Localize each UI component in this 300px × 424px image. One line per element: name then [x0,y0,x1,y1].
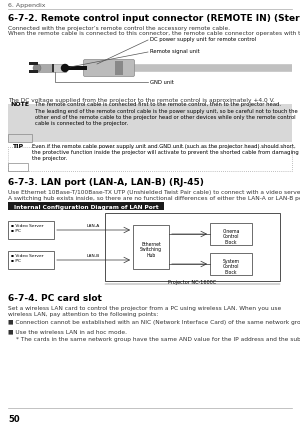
Text: ▪ Video Server
▪ PC: ▪ Video Server ▪ PC [11,254,44,262]
Text: The remote control cable is connected first to the remote control, then to the p: The remote control cable is connected fi… [35,102,281,107]
Bar [8,163,28,171]
Bar [115,61,123,75]
Bar [8,251,54,269]
Bar [29,62,38,65]
Text: ▪ Video Server
▪ PC: ▪ Video Server ▪ PC [11,224,44,233]
Text: Ethernet
Switching
Hub: Ethernet Switching Hub [140,242,162,258]
Bar [105,213,280,281]
Circle shape [33,64,41,72]
Bar [210,253,252,275]
Text: DC power supply unit for remote control: DC power supply unit for remote control [150,37,256,42]
Bar [53,64,66,72]
Bar [133,225,169,269]
Text: 6-7-4. PC card slot: 6-7-4. PC card slot [8,294,102,303]
Text: 6-7-3. LAN port (LAN-A, LAN-B) (RJ-45): 6-7-3. LAN port (LAN-A, LAN-B) (RJ-45) [8,178,204,187]
Text: 6-7-2. Remote control input connector (REMOTE IN) (Stereo mini): 6-7-2. Remote control input connector (R… [8,14,300,23]
FancyBboxPatch shape [83,59,134,76]
Text: ■ Connection cannot be established with an NIC (Network Interface Card) of the s: ■ Connection cannot be established with … [8,320,300,325]
Bar [29,70,38,73]
Text: TIP: TIP [12,144,24,149]
Text: * The cards in the same network group have the same AND value for the IP address: * The cards in the same network group ha… [16,337,300,342]
Text: When the remote cable is connected to this connector, the remote cable connector: When the remote cable is connected to th… [8,31,300,36]
Text: The DC voltage supplied from the projector to the remote control is approximatel: The DC voltage supplied from the project… [8,98,275,103]
Text: Even if the remote cable power supply unit and GND unit (such as the projector h: Even if the remote cable power supply un… [32,144,299,161]
Text: Set a wireless LAN card to control the projector from a PC using wireless LAN. W: Set a wireless LAN card to control the p… [8,306,281,317]
Text: 50: 50 [8,415,20,424]
Text: Use Ethernet 10Base-T/100Base-TX UTP (Unshielded Twist Pair cable) to connect wi: Use Ethernet 10Base-T/100Base-TX UTP (Un… [8,190,300,195]
Bar [8,134,32,142]
Bar [65,66,87,70]
Bar [210,223,252,245]
Bar [52,64,54,72]
Bar [8,104,292,142]
Text: A switching hub exists inside, so there are no functional differences of either : A switching hub exists inside, so there … [8,196,300,201]
Bar [8,202,164,210]
Text: LAN-A: LAN-A [87,224,100,228]
Text: ■ Use the wireless LAN in ad hoc mode.: ■ Use the wireless LAN in ad hoc mode. [8,329,127,334]
Text: System
Control
Block: System Control Block [222,259,240,275]
Text: Connected with the projector’s remote control the accessory remote cable.: Connected with the projector’s remote co… [8,26,230,31]
Text: Cinema
Control
Block: Cinema Control Block [222,229,240,245]
Text: 6. Appendix: 6. Appendix [8,3,46,8]
Text: Projector NC-1600C: Projector NC-1600C [168,280,217,285]
Bar [8,221,54,239]
Text: NOTE: NOTE [11,102,29,107]
Text: Internal Configuration Diagram of LAN Port: Internal Configuration Diagram of LAN Po… [14,206,158,210]
Text: GND unit: GND unit [150,80,174,84]
Bar [37,64,53,72]
Text: The leading end of the remote control cable is the power supply unit, so be care: The leading end of the remote control ca… [35,109,298,126]
Text: LAN-B: LAN-B [87,254,100,258]
Bar [8,147,292,171]
Text: Remote signal unit: Remote signal unit [150,50,200,55]
Circle shape [61,64,68,72]
